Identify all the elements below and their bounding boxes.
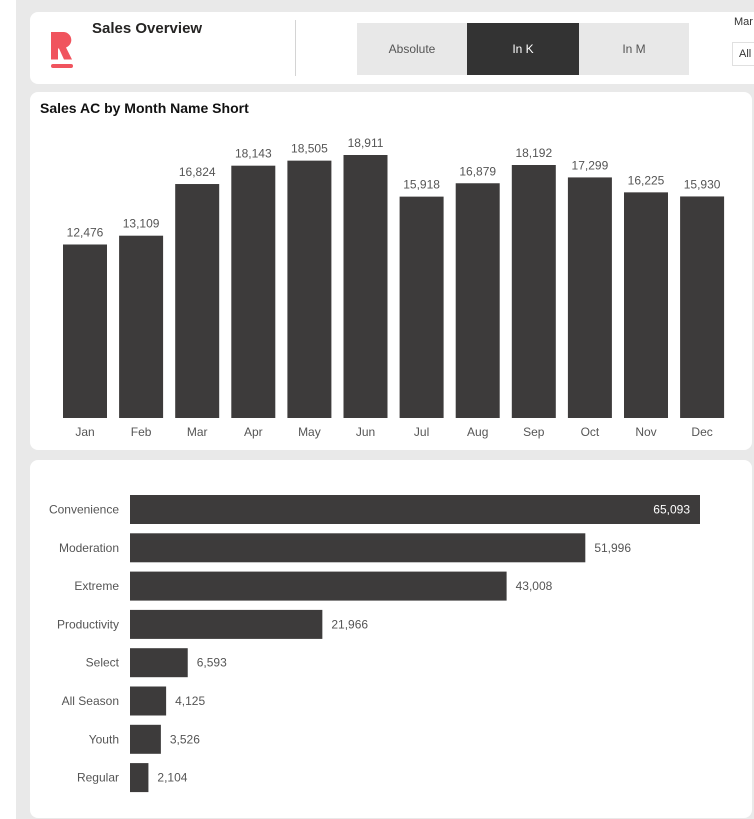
category-sales-chart: Convenience 65,093 Moderation 51,996 Extreme… bbox=[49, 495, 700, 793]
x-tick-label: Feb bbox=[131, 425, 152, 439]
column-data-label: 18,143 bbox=[235, 147, 272, 161]
page-title: Sales Overview bbox=[92, 20, 203, 37]
column-data-label: 12,476 bbox=[67, 225, 104, 239]
bar-data-label: 43,008 bbox=[516, 579, 553, 593]
column-data-label: 16,824 bbox=[179, 165, 216, 179]
category-sales-card: Convenience 65,093 Moderation 51,996 Extreme… bbox=[30, 460, 752, 818]
column-bar[interactable] bbox=[287, 160, 332, 418]
column-bar[interactable] bbox=[343, 155, 388, 418]
column-data-label: 18,911 bbox=[348, 136, 384, 150]
bar-data-label: 3,526 bbox=[170, 732, 200, 746]
chart-title: Sales AC by Month Name Short bbox=[40, 100, 249, 116]
x-tick-label: Jun bbox=[356, 425, 375, 439]
column-bar[interactable] bbox=[119, 235, 164, 418]
y-category-label: All Season bbox=[62, 694, 119, 708]
toggle-in-k-button[interactable]: In K bbox=[467, 23, 579, 75]
x-tick-label: Nov bbox=[635, 425, 656, 439]
column-bar[interactable] bbox=[455, 183, 500, 418]
y-category-label: Regular bbox=[77, 771, 119, 785]
y-category-label: Moderation bbox=[59, 541, 119, 555]
bar-data-label: 65,093 bbox=[653, 503, 690, 517]
column-data-label: 15,918 bbox=[403, 178, 440, 192]
slicer-dropdown[interactable]: All bbox=[732, 42, 754, 66]
category-bar[interactable] bbox=[130, 609, 323, 639]
column-bar[interactable] bbox=[567, 177, 612, 418]
x-tick-label: Mar bbox=[187, 425, 208, 439]
x-tick-label: Dec bbox=[691, 425, 712, 439]
bar-data-label: 6,593 bbox=[197, 656, 227, 670]
category-bar[interactable] bbox=[130, 648, 188, 678]
slicer-label: Mar bbox=[734, 16, 753, 28]
bar-data-label: 2,104 bbox=[157, 771, 187, 785]
category-bar[interactable] bbox=[130, 495, 700, 524]
monthly-sales-card: 12,476 Jan 13,109 Feb 16,824 Mar 18,143 Apr 18,5… bbox=[30, 92, 752, 450]
toggle-in-m-button[interactable]: In M bbox=[579, 23, 689, 75]
x-tick-label: Sep bbox=[523, 425, 545, 439]
category-bar[interactable] bbox=[130, 686, 167, 716]
column-data-label: 16,225 bbox=[628, 173, 665, 187]
x-tick-label: Jul bbox=[414, 425, 429, 439]
category-bar[interactable] bbox=[130, 763, 149, 793]
y-category-label: Convenience bbox=[49, 503, 119, 517]
column-bar[interactable] bbox=[624, 192, 668, 418]
column-data-label: 13,109 bbox=[123, 217, 160, 231]
x-tick-label: Apr bbox=[244, 425, 263, 439]
x-tick-label: Aug bbox=[467, 425, 488, 439]
left-strip bbox=[0, 0, 16, 819]
y-category-label: Extreme bbox=[74, 579, 119, 593]
column-data-label: 16,879 bbox=[459, 164, 496, 178]
bar-data-label: 4,125 bbox=[175, 694, 205, 708]
unit-toggle: Absolute In K In M bbox=[357, 23, 689, 75]
column-data-label: 17,299 bbox=[572, 158, 609, 172]
bar-data-label: 51,996 bbox=[594, 541, 631, 555]
column-data-label: 18,505 bbox=[291, 142, 328, 156]
column-data-label: 15,930 bbox=[684, 177, 721, 191]
y-category-label: Select bbox=[86, 656, 120, 670]
category-bar[interactable] bbox=[130, 571, 507, 601]
category-bar[interactable] bbox=[130, 533, 586, 563]
monthly-sales-chart: 12,476 Jan 13,109 Feb 16,824 Mar 18,143 Apr 18,5… bbox=[63, 136, 725, 439]
x-tick-label: May bbox=[298, 425, 321, 439]
toggle-absolute-button[interactable]: Absolute bbox=[357, 23, 467, 75]
x-tick-label: Jan bbox=[75, 425, 94, 439]
column-data-label: 18,192 bbox=[515, 146, 552, 160]
header-card: Sales Overview Absolute In K In M Mar Al… bbox=[30, 12, 754, 84]
column-bar[interactable] bbox=[175, 184, 220, 418]
y-category-label: Youth bbox=[89, 732, 119, 746]
brand-logo-icon bbox=[51, 32, 73, 68]
category-bar[interactable] bbox=[130, 724, 161, 754]
x-tick-label: Oct bbox=[581, 425, 600, 439]
column-bar[interactable] bbox=[231, 165, 276, 418]
column-bar[interactable] bbox=[399, 196, 444, 418]
column-bar[interactable] bbox=[680, 196, 725, 418]
column-bar[interactable] bbox=[511, 164, 556, 418]
bar-data-label: 21,966 bbox=[331, 617, 368, 631]
y-category-label: Productivity bbox=[57, 617, 119, 631]
column-bar[interactable] bbox=[63, 244, 107, 418]
header-divider bbox=[295, 20, 296, 76]
